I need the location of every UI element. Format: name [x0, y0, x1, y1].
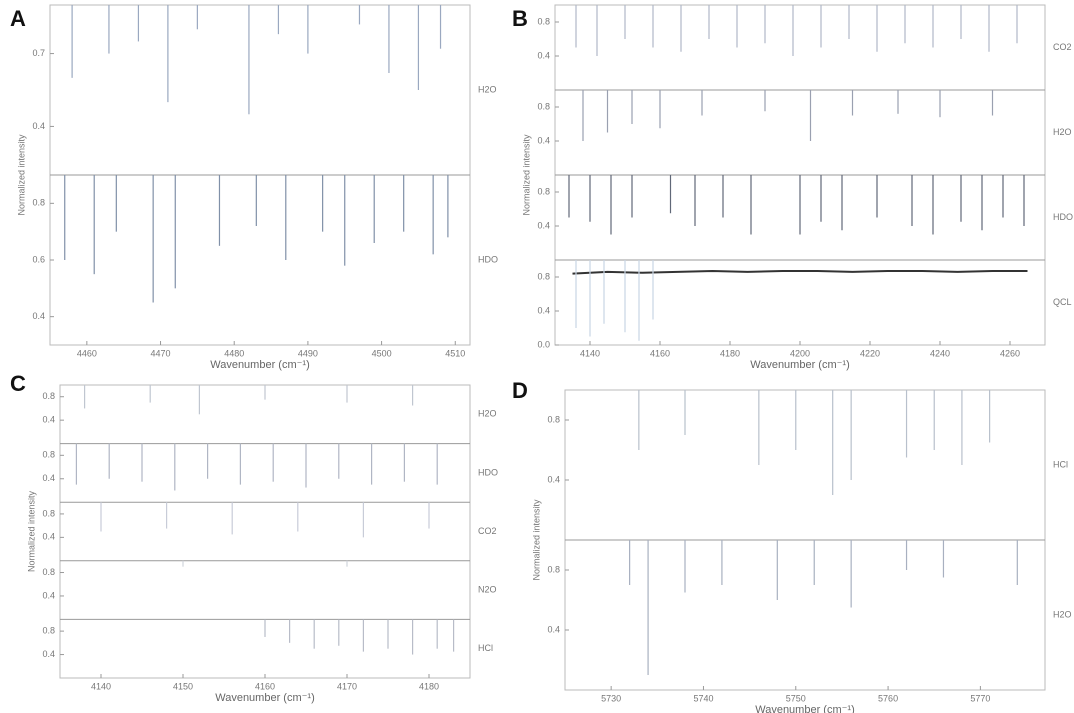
x-tick-label: 4470 [151, 348, 171, 358]
y-tick-label: 0.4 [537, 220, 550, 230]
y-tick-label: 0.4 [537, 50, 550, 60]
y-axis-label: Normalized intensity [26, 490, 36, 572]
spectrum-line [572, 270, 1028, 275]
y-tick-label: 0.8 [537, 101, 550, 111]
species-label: H2O [1053, 127, 1072, 137]
x-tick-label: 5730 [601, 693, 621, 703]
y-tick-label: 0.8 [537, 16, 550, 26]
panel-label: B [512, 6, 528, 31]
species-label: HDO [478, 254, 498, 264]
y-axis-label: Normalized intensity [16, 134, 26, 216]
y-tick-label: 0.4 [537, 135, 550, 145]
y-tick-label: 0.4 [42, 590, 55, 600]
x-tick-label: 5750 [786, 693, 806, 703]
x-axis-label: Wavenumber (cm⁻¹) [755, 704, 855, 713]
y-tick-label: 0.4 [42, 473, 55, 483]
y-tick-label: 0.4 [537, 305, 550, 315]
species-label: HCl [478, 643, 493, 653]
x-tick-label: 5770 [970, 693, 990, 703]
x-tick-label: 4180 [720, 348, 740, 358]
y-tick-label: 0.4 [32, 121, 45, 131]
species-label: HDO [1053, 212, 1073, 222]
x-axis-label: Wavenumber (cm⁻¹) [210, 359, 310, 371]
species-label: H2O [1053, 609, 1072, 619]
x-tick-label: 4460 [77, 348, 97, 358]
y-tick-label: 0.4 [42, 649, 55, 659]
species-label: QCL [1053, 297, 1072, 307]
y-tick-label: 0.8 [42, 567, 55, 577]
y-tick-label: 0.4 [42, 532, 55, 542]
y-tick-label: 0.7 [32, 48, 45, 58]
x-tick-label: 4140 [91, 681, 111, 691]
x-tick-label: 4180 [419, 681, 439, 691]
y-tick-label: 0.8 [537, 271, 550, 281]
x-tick-label: 5760 [878, 693, 898, 703]
y-axis-label: Normalized intensity [521, 134, 531, 216]
x-tick-label: 4260 [1000, 348, 1020, 358]
x-tick-label: 4500 [372, 348, 392, 358]
x-tick-label: 4150 [173, 681, 193, 691]
y-tick-label: 0.6 [32, 254, 45, 264]
x-tick-label: 4480 [224, 348, 244, 358]
y-tick-label: 0.8 [32, 198, 45, 208]
species-label: CO2 [478, 526, 497, 536]
y-axis-label: Normalized intensity [531, 499, 541, 581]
x-tick-label: 4160 [650, 348, 670, 358]
y-tick-label: 0.4 [42, 415, 55, 425]
x-axis-label: Wavenumber (cm⁻¹) [750, 359, 850, 371]
x-tick-label: 4220 [860, 348, 880, 358]
x-tick-label: 5740 [693, 693, 713, 703]
y-tick-label: 0.8 [42, 450, 55, 460]
x-tick-label: 4140 [580, 348, 600, 358]
species-label: H2O [478, 409, 497, 419]
species-label: H2O [478, 84, 497, 94]
x-tick-label: 4200 [790, 348, 810, 358]
x-tick-label: 4510 [445, 348, 465, 358]
y-tick-label: 0.8 [42, 391, 55, 401]
species-label: HDO [478, 467, 498, 477]
y-tick-label: 0.8 [547, 414, 560, 424]
panel-label: D [512, 378, 528, 403]
x-tick-label: 4160 [255, 681, 275, 691]
panel-label: A [10, 6, 26, 31]
y-tick-label: 0.0 [537, 339, 550, 349]
panel-label: C [10, 371, 26, 396]
species-label: HCl [1053, 459, 1068, 469]
y-tick-label: 0.4 [547, 474, 560, 484]
x-tick-label: 4240 [930, 348, 950, 358]
y-tick-label: 0.4 [32, 311, 45, 321]
y-tick-label: 0.4 [547, 624, 560, 634]
species-label: CO2 [1053, 42, 1072, 52]
x-tick-label: 4490 [298, 348, 318, 358]
species-label: N2O [478, 584, 497, 594]
x-tick-label: 4170 [337, 681, 357, 691]
y-tick-label: 0.8 [42, 508, 55, 518]
x-axis-label: Wavenumber (cm⁻¹) [215, 692, 315, 704]
y-tick-label: 0.8 [547, 564, 560, 574]
y-tick-label: 0.8 [42, 625, 55, 635]
y-tick-label: 0.8 [537, 186, 550, 196]
